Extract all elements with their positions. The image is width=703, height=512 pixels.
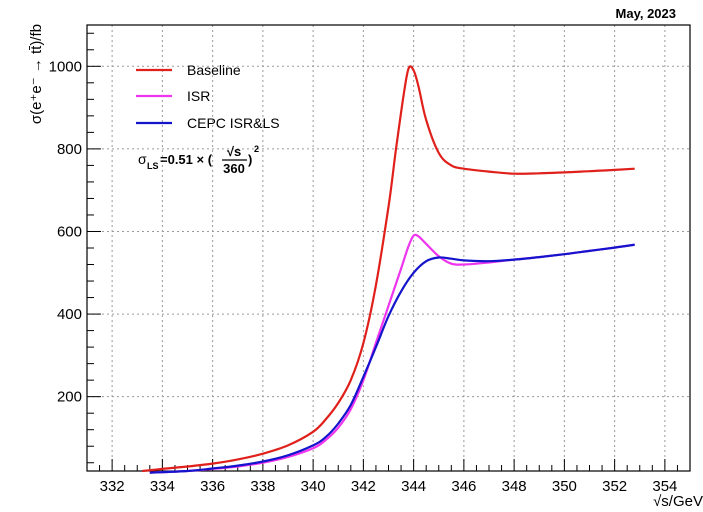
legend-label-cepc: CEPC ISR&LS — [187, 115, 280, 131]
x-tick-label: 332 — [100, 478, 125, 495]
formula-subscript: LS — [147, 161, 159, 171]
x-tick-label: 342 — [351, 478, 376, 495]
series-line-isr — [149, 233, 635, 474]
x-tick-label: 340 — [301, 478, 326, 495]
x-axis: 332 334 336 338 340 342 344 346 348 350 352 354 — [99, 459, 678, 495]
formula-closing: ) — [248, 152, 252, 167]
x-tick-label: 354 — [652, 478, 677, 495]
legend-label-isr: ISR — [187, 88, 210, 104]
y-tick-label: 600 — [57, 223, 82, 240]
series-line-baseline — [142, 65, 635, 473]
y-tick-label: 800 — [57, 141, 82, 158]
x-axis-title: √s/GeV — [653, 493, 703, 510]
formula-numerator: √s — [227, 144, 241, 159]
legend-label-baseline: Baseline — [187, 62, 241, 78]
x-tick-label: 350 — [552, 478, 577, 495]
x-tick-label: 348 — [502, 478, 527, 495]
x-tick-label: 338 — [250, 478, 275, 495]
y-tick-label: 400 — [57, 306, 82, 323]
legend: Baseline ISR CEPC ISR&LS — [136, 62, 280, 131]
y-tick-label: 200 — [57, 389, 82, 406]
y-axis-title: σ(e⁺e⁻ → tt̄)/fb — [28, 24, 45, 124]
formula-exponent: 2 — [254, 144, 259, 154]
grid — [87, 25, 690, 471]
series-layer — [142, 65, 635, 474]
y-axis: 200 400 600 800 1000 — [49, 32, 101, 464]
formula-sigma: σ — [138, 151, 147, 167]
plot-frame — [86, 24, 691, 472]
x-tick-label: 334 — [150, 478, 175, 495]
x-tick-label: 352 — [602, 478, 627, 495]
ls-formula: σ LS =0.51 × ( √s 360 ) 2 — [138, 144, 259, 176]
x-tick-label: 344 — [401, 478, 426, 495]
date-label: May, 2023 — [616, 6, 676, 21]
x-tick-label: 346 — [451, 478, 476, 495]
formula-denominator: 360 — [223, 161, 245, 176]
y-tick-label: 1000 — [49, 58, 82, 75]
x-tick-label: 336 — [200, 478, 225, 495]
series-line-cepc-isr-ls — [149, 243, 635, 474]
formula-value: =0.51 × ( — [160, 152, 213, 167]
